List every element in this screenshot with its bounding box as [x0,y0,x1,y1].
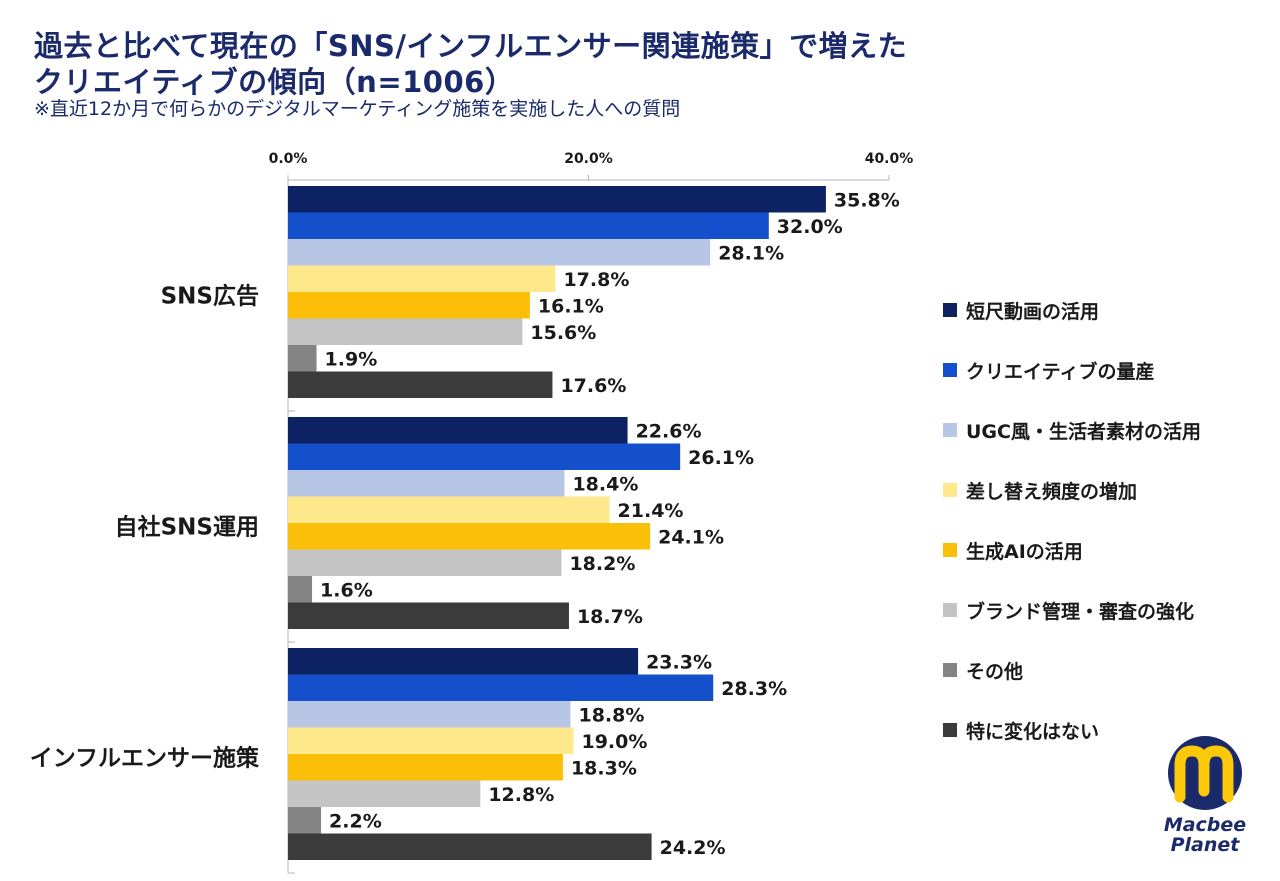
data-label: 1.9% [325,348,378,370]
legend-swatch [943,663,957,677]
legend-swatch [943,483,957,497]
category-label: インフルエンサー施策 [30,745,260,772]
bar [288,833,652,860]
legend-item: 生成AIの活用 [943,520,1201,580]
data-label: 19.0% [581,731,647,753]
legend-swatch [943,423,957,437]
legend-label: ブランド管理・審査の強化 [966,600,1195,623]
macbee-planet-logo: Macbee Planet [1150,735,1260,860]
data-label: 28.3% [721,678,787,700]
legend-swatch [943,723,957,737]
logo-mark-icon [1168,736,1242,810]
data-label: 22.6% [636,420,702,442]
data-label: 28.1% [718,242,784,264]
data-label: 12.8% [488,784,554,806]
data-label: 18.7% [577,606,643,628]
bar [288,443,681,470]
bar [288,701,571,728]
bar [288,265,556,292]
legend-label: 生成AIの活用 [966,540,1083,563]
data-label: 23.3% [646,651,712,673]
logo-wordmark: Macbee Planet [1150,815,1260,855]
data-label: 32.0% [777,216,843,238]
bar [288,780,481,807]
legend-item: UGC風・生活者素材の活用 [943,400,1201,460]
bar [288,417,628,444]
legend-label: 短尺動画の活用 [966,300,1100,323]
legend-swatch [943,363,957,377]
legend-label: クリエイティブの量産 [966,360,1155,383]
bar [288,807,322,834]
bar [288,371,553,398]
bar [288,470,565,497]
data-label: 15.6% [530,322,596,344]
bar [288,345,317,372]
x-tick-label: 0.0% [269,151,308,167]
legend-swatch [943,303,957,317]
legend-item: 短尺動画の活用 [943,280,1201,340]
category-label: SNS広告 [161,283,259,310]
category-label: 自社SNS運用 [115,514,259,541]
x-tick-label: 20.0% [564,151,613,167]
data-label: 18.8% [578,704,644,726]
bar [288,727,574,754]
logo-line-2: Planet [1170,834,1240,856]
bar [288,239,711,266]
x-tick-label: 40.0% [865,151,914,167]
bar [288,318,523,345]
legend-label: 差し替え頻度の増加 [966,480,1138,503]
data-label: 1.6% [320,579,373,601]
legend-swatch [943,543,957,557]
logo-line-1: Macbee [1163,814,1247,836]
data-label: 35.8% [834,189,900,211]
data-label: 17.8% [563,269,629,291]
legend-label: その他 [966,660,1024,683]
chart-title: 過去と比べて現在の「SNS/インフルエンサー関連施策」で増えた クリエイティブの… [34,29,908,99]
legend-label: 特に変化はない [966,720,1100,743]
bar [288,576,313,603]
chart-subtitle: ※直近12か月で何らかのデジタルマーケティング施策を実施した人への質問 [34,98,681,120]
bar [288,186,826,213]
legend-item: 差し替え頻度の増加 [943,460,1201,520]
data-label: 21.4% [618,500,684,522]
data-label: 18.4% [572,473,638,495]
bar [288,602,569,629]
data-label: 18.3% [571,757,637,779]
data-label: 16.1% [538,295,604,317]
bar [288,549,562,576]
data-label: 17.6% [560,375,626,397]
legend-item: クリエイティブの量産 [943,340,1201,400]
chart-legend: 短尺動画の活用クリエイティブの量産 UGC風・生活者素材の活用 差し替え頻度の増加生… [943,280,1201,760]
data-label: 2.2% [329,810,382,832]
bar [288,648,639,675]
bar [288,496,610,523]
legend-swatch [943,603,957,617]
legend-item: その他 [943,640,1201,700]
data-label: 24.2% [660,837,726,859]
bar [288,292,530,319]
legend-item: 特に変化はない [943,700,1201,760]
bar [288,212,769,239]
legend-label: UGC風・生活者素材の活用 [966,420,1201,443]
data-label: 24.1% [658,526,724,548]
data-label: 18.2% [569,553,635,575]
data-label: 26.1% [688,447,754,469]
bar [288,674,714,701]
bar [288,754,563,781]
bar [288,523,651,550]
legend-item: ブランド管理・審査の強化 [943,580,1201,640]
